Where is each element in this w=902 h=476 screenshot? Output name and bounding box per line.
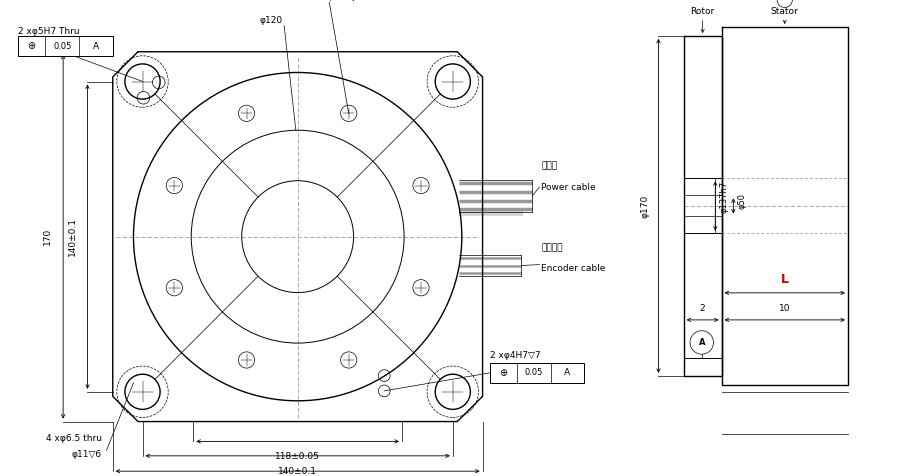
Text: 动力线: 动力线 (541, 162, 557, 171)
Text: 10: 10 (779, 304, 790, 313)
Text: φ120: φ120 (259, 16, 282, 25)
Text: 编码器线: 编码器线 (541, 243, 563, 252)
Text: Power cable: Power cable (541, 183, 596, 191)
Text: 2: 2 (700, 304, 705, 313)
Text: 2 xφ5H7 Thru: 2 xφ5H7 Thru (18, 28, 79, 36)
Text: φ11▽6: φ11▽6 (72, 450, 102, 459)
Text: Rotor: Rotor (691, 7, 714, 16)
Text: A: A (565, 368, 570, 377)
Text: Stator: Stator (771, 7, 798, 16)
Text: 4 xφ6.5 thru: 4 xφ6.5 thru (46, 434, 102, 443)
Text: ⊕: ⊕ (27, 41, 36, 51)
Text: ⊕: ⊕ (499, 368, 508, 378)
Text: A: A (93, 42, 99, 51)
Text: L: L (781, 273, 788, 286)
Text: 0.05: 0.05 (53, 42, 71, 51)
Text: φ137h7: φ137h7 (720, 181, 729, 213)
Text: 2 xφ4H7▽7: 2 xφ4H7▽7 (490, 351, 540, 360)
Text: φ170: φ170 (640, 194, 649, 218)
Text: Encoder cable: Encoder cable (541, 264, 605, 273)
Text: A: A (698, 338, 705, 347)
Text: 0.05: 0.05 (525, 368, 543, 377)
Bar (18, 36, 113, 56)
Bar (490, 363, 584, 383)
Text: 170: 170 (43, 228, 52, 245)
Text: 140±0.1: 140±0.1 (278, 466, 318, 476)
Text: 118±0.05: 118±0.05 (275, 452, 320, 461)
Text: 140±0.1: 140±0.1 (68, 217, 77, 256)
Text: φ50: φ50 (738, 193, 747, 209)
Text: 8 x M4▽8 EQS: 8 x M4▽8 EQS (297, 0, 362, 2)
